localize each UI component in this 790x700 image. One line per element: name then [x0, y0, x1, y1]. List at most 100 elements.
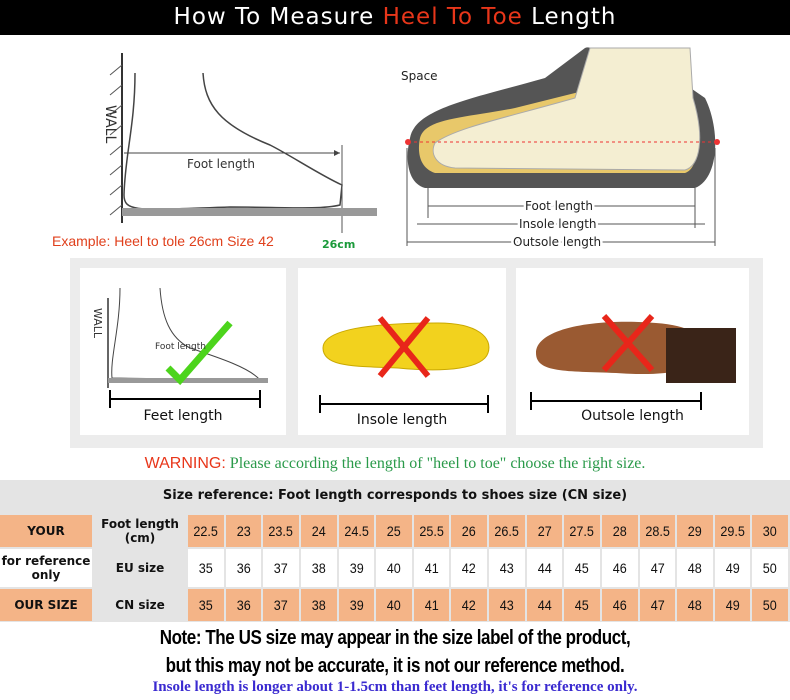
size-cell: 26: [451, 515, 487, 547]
shoe-cross-section-diagram: Space Foot length Insole length Outsole …: [401, 47, 720, 252]
size-cell: 43: [489, 589, 525, 621]
card-caption: Insole length: [356, 412, 448, 428]
measure-mark: 26cm: [322, 238, 356, 251]
size-cell: 50: [752, 589, 788, 621]
size-cell: 42: [451, 589, 487, 621]
wall-label: WALL: [91, 308, 104, 339]
size-cell: 29.5: [714, 515, 751, 547]
size-cell: 28.5: [639, 515, 676, 547]
space-label: Space: [401, 69, 438, 83]
size-cell: 37: [263, 549, 299, 587]
size-cell: 42: [451, 549, 487, 587]
size-cell: 28: [601, 515, 638, 547]
size-cell: 23.5: [263, 515, 299, 547]
size-cell: 45: [564, 549, 600, 587]
size-cell: 36: [225, 549, 262, 587]
row-group-label: YOUR: [0, 515, 92, 547]
size-cell: 43: [489, 549, 525, 587]
size-cell: 49: [714, 589, 751, 621]
size-value: 29: [687, 522, 702, 539]
size-value: 45: [575, 559, 590, 576]
size-value: 23.5: [268, 522, 294, 539]
example-text: Example: Heel to tole 26cm Size 42: [52, 233, 274, 249]
size-value: 47: [650, 596, 665, 613]
size-value: 29.5: [720, 522, 745, 539]
size-value: 22.5: [193, 522, 219, 539]
size-cell: 44: [526, 549, 563, 587]
size-cell: 46: [601, 589, 638, 621]
size-value: 42: [462, 559, 477, 576]
cross-icon: [377, 316, 431, 378]
size-cell: 35: [188, 589, 224, 621]
size-value: 44: [537, 596, 552, 613]
size-value: 23: [236, 522, 251, 539]
size-cell: 47: [639, 549, 676, 587]
size-value: 27.5: [569, 522, 595, 539]
page-title: How To Measure Heel To Toe Length: [0, 0, 790, 35]
row-label: EU size: [94, 549, 186, 587]
outsole-illustration: [530, 314, 736, 410]
size-value: 26.5: [494, 522, 520, 539]
size-cell: 24: [300, 515, 337, 547]
size-cell: 27.5: [564, 515, 600, 547]
size-value: 46: [612, 596, 627, 613]
size-value: 30: [763, 522, 778, 539]
size-value: 42: [462, 596, 477, 613]
size-value: 25.5: [419, 522, 444, 539]
check-icon: [165, 320, 233, 386]
size-value: 24.5: [344, 522, 369, 539]
size-cell: 40: [376, 589, 412, 621]
size-cell: 40: [376, 549, 412, 587]
foot-length-label: Foot length: [525, 199, 593, 213]
foot-wall-diagram: WALL Foot length: [102, 53, 377, 233]
size-cell: 50: [752, 549, 788, 587]
size-value: 43: [499, 596, 514, 613]
size-value: 35: [198, 559, 213, 576]
insole-illustration: [319, 316, 490, 413]
card-caption: Feet length: [143, 408, 223, 424]
size-value: 35: [198, 596, 213, 613]
size-value: 39: [349, 559, 364, 576]
wall-label: WALL: [102, 105, 118, 143]
size-value: 41: [424, 596, 439, 613]
size-cell: 39: [338, 589, 375, 621]
warning-text: WARNING: Please according the length of …: [144, 455, 646, 472]
size-value: 49: [725, 559, 740, 576]
size-value: 40: [386, 596, 401, 613]
size-value: 47: [650, 559, 665, 576]
size-value: 48: [687, 596, 702, 613]
size-cell: 45: [564, 589, 600, 621]
size-value: 43: [499, 559, 514, 576]
size-cell: 24.5: [338, 515, 375, 547]
size-value: 50: [763, 559, 778, 576]
size-cell: 36: [225, 589, 262, 621]
foot-length-label: Foot length: [187, 157, 255, 171]
size-value: 44: [537, 559, 552, 576]
size-value: 50: [763, 596, 778, 613]
card-caption: Outsole length: [581, 408, 684, 424]
size-value: 36: [236, 596, 251, 613]
size-value: 40: [386, 559, 401, 576]
size-value: 38: [311, 559, 326, 576]
size-cell: 26.5: [489, 515, 525, 547]
card-feet-length: WALL Foot length Feet length: [80, 268, 286, 435]
size-cell: 29: [677, 515, 713, 547]
size-cell: 38: [300, 589, 337, 621]
insole-length-label: Insole length: [519, 217, 597, 231]
row-label: Foot length (cm): [94, 515, 186, 547]
row-label: CN size: [94, 589, 186, 621]
size-value: 37: [274, 596, 289, 613]
card-insole-length: Insole length: [298, 268, 506, 435]
outsole-length-label: Outsole length: [513, 235, 601, 249]
size-value: 27: [537, 522, 552, 539]
size-value: 25: [386, 522, 401, 539]
size-cell: 38: [300, 549, 337, 587]
size-value: 39: [349, 596, 364, 613]
size-value: 41: [424, 559, 439, 576]
size-cell: 30: [752, 515, 788, 547]
size-value: 37: [274, 559, 289, 576]
foot-illustration: WALL Foot length: [91, 287, 268, 408]
foot-length-label: Foot length: [155, 342, 206, 352]
size-value: 36: [236, 559, 251, 576]
size-value: 26: [462, 522, 477, 539]
